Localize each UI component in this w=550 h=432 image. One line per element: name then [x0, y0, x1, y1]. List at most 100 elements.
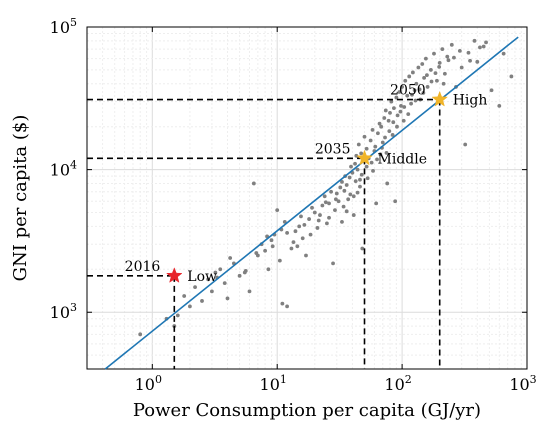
data-point	[463, 142, 468, 147]
data-point	[289, 246, 294, 251]
data-point	[375, 157, 379, 162]
data-point	[300, 236, 305, 241]
data-point	[437, 61, 442, 65]
data-point	[421, 91, 426, 95]
data-point	[383, 135, 387, 140]
data-point	[457, 48, 462, 53]
data-point	[489, 88, 494, 93]
data-point	[386, 118, 391, 123]
data-point	[247, 289, 252, 294]
data-point	[395, 124, 399, 129]
data-point	[397, 90, 402, 94]
data-point	[320, 203, 325, 208]
data-point	[501, 51, 506, 56]
data-point	[237, 273, 242, 278]
year-label: 2016	[125, 259, 161, 275]
data-point	[254, 251, 259, 255]
data-point	[425, 73, 429, 77]
data-point	[331, 261, 335, 266]
data-point	[388, 110, 392, 115]
data-point	[200, 299, 204, 303]
data-point	[344, 183, 349, 187]
data-point	[497, 103, 502, 108]
data-point	[348, 192, 353, 197]
data-point	[435, 78, 439, 83]
data-point	[327, 201, 331, 206]
y-tick-label: 104	[50, 159, 77, 180]
data-point	[138, 332, 143, 337]
data-point	[420, 62, 425, 66]
data-point	[266, 267, 271, 272]
data-point	[218, 267, 223, 272]
data-point	[387, 129, 392, 134]
data-point	[175, 313, 180, 318]
y-tick-label: 105	[50, 16, 77, 37]
data-point	[385, 181, 390, 186]
data-point	[270, 244, 275, 249]
data-point	[347, 175, 352, 180]
data-point	[400, 85, 405, 89]
scenario-label: Middle	[378, 151, 428, 167]
data-point	[299, 214, 303, 219]
data-point	[466, 50, 471, 55]
data-point	[355, 190, 360, 195]
x-tick-label: 101	[260, 373, 287, 394]
data-point	[382, 116, 387, 120]
data-point	[395, 113, 400, 118]
highlight-markers: 2016 Low 2035 Middle 2050 High	[125, 83, 488, 285]
data-point	[445, 54, 450, 59]
data-point	[389, 99, 394, 104]
fit-line	[104, 36, 519, 370]
data-point	[295, 244, 300, 249]
data-point	[380, 140, 385, 145]
plot-frame	[86, 26, 528, 370]
data-point	[452, 55, 456, 60]
data-point	[392, 106, 396, 111]
star-marker	[356, 149, 373, 166]
data-point	[509, 74, 514, 79]
data-point	[243, 268, 248, 273]
data-point	[359, 172, 364, 177]
data-point	[356, 142, 361, 147]
data-point	[472, 38, 477, 43]
data-point	[285, 231, 289, 235]
data-point	[341, 204, 346, 209]
data-point	[478, 45, 482, 50]
grid	[86, 27, 527, 370]
data-point	[222, 281, 227, 286]
data-point	[188, 304, 192, 309]
scenario-label: High	[453, 93, 488, 109]
data-point	[269, 238, 274, 243]
data-point	[346, 197, 351, 202]
data-point	[425, 85, 430, 89]
data-point	[355, 167, 360, 172]
data-point	[304, 253, 308, 258]
data-point	[358, 184, 362, 189]
data-point	[307, 217, 311, 221]
data-point	[353, 161, 357, 166]
data-point	[384, 150, 389, 155]
data-point	[449, 42, 454, 47]
data-point	[327, 215, 331, 220]
data-point	[402, 105, 407, 109]
data-point	[322, 194, 327, 199]
data-point	[432, 51, 436, 56]
data-point	[333, 197, 338, 202]
data-point	[251, 181, 256, 186]
data-point	[206, 277, 211, 282]
year-label: 2050	[390, 83, 426, 99]
data-point	[417, 87, 422, 92]
data-point	[293, 229, 298, 234]
data-point	[344, 209, 349, 214]
data-point	[403, 78, 408, 83]
data-point	[398, 109, 403, 114]
data-point	[484, 40, 488, 45]
data-point	[354, 153, 359, 158]
y-tick-label: 103	[50, 301, 77, 322]
data-point	[349, 164, 353, 169]
data-point	[442, 71, 447, 76]
data-point	[182, 294, 187, 298]
data-point	[316, 218, 321, 223]
data-point	[379, 124, 384, 129]
